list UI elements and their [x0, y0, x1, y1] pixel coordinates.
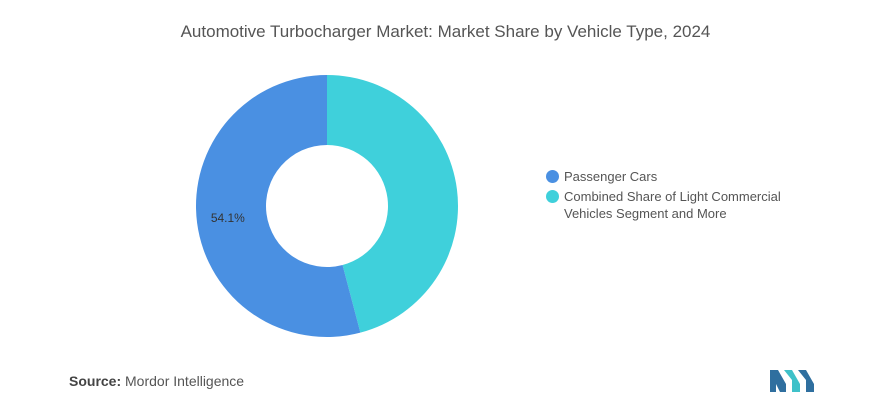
legend-swatch [546, 170, 559, 183]
source-note: Source: Mordor Intelligence [69, 373, 244, 389]
slice-passenger-cars [195, 75, 361, 337]
legend-item: Combined Share of Light Commercial Vehic… [546, 188, 826, 222]
legend-label: Combined Share of Light Commercial Vehic… [564, 189, 781, 221]
chart-legend: Passenger Cars Combined Share of Light Co… [546, 168, 826, 225]
legend-swatch [546, 190, 559, 203]
slice-combined-share-of-light-commercial-vehicles-segment-and-more [327, 75, 458, 333]
mordor-intelligence-logo-icon [770, 370, 814, 392]
legend-label: Passenger Cars [564, 169, 658, 184]
slice-value-label: 54.1% [211, 211, 245, 225]
donut-chart: 54.1% [195, 75, 458, 337]
legend-item: Passenger Cars [546, 168, 826, 185]
source-label: Source: [69, 373, 122, 389]
chart-title: Automotive Turbocharger Market: Market S… [180, 22, 711, 41]
source-text: Mordor Intelligence [125, 373, 245, 389]
